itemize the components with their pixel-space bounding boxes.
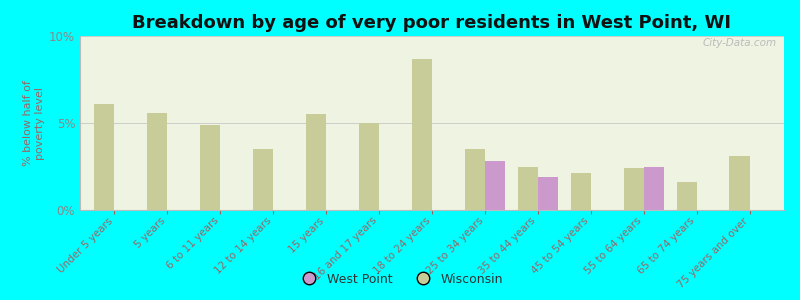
Bar xyxy=(412,58,432,210)
Bar xyxy=(644,167,664,210)
Bar xyxy=(200,125,220,210)
Bar xyxy=(624,168,644,210)
Legend: West Point, Wisconsin: West Point, Wisconsin xyxy=(291,268,509,291)
Bar xyxy=(94,104,114,210)
Bar xyxy=(253,149,274,210)
Bar xyxy=(359,123,379,210)
Bar xyxy=(306,114,326,210)
Bar xyxy=(518,167,538,210)
Bar xyxy=(465,149,485,210)
Bar xyxy=(538,177,558,210)
Bar xyxy=(570,173,590,210)
Bar xyxy=(677,182,697,210)
Y-axis label: % below half of
poverty level: % below half of poverty level xyxy=(23,80,45,166)
Title: Breakdown by age of very poor residents in West Point, WI: Breakdown by age of very poor residents … xyxy=(133,14,731,32)
Text: City-Data.com: City-Data.com xyxy=(703,38,777,48)
Bar xyxy=(730,156,750,210)
Bar xyxy=(485,161,505,210)
Bar xyxy=(147,112,167,210)
